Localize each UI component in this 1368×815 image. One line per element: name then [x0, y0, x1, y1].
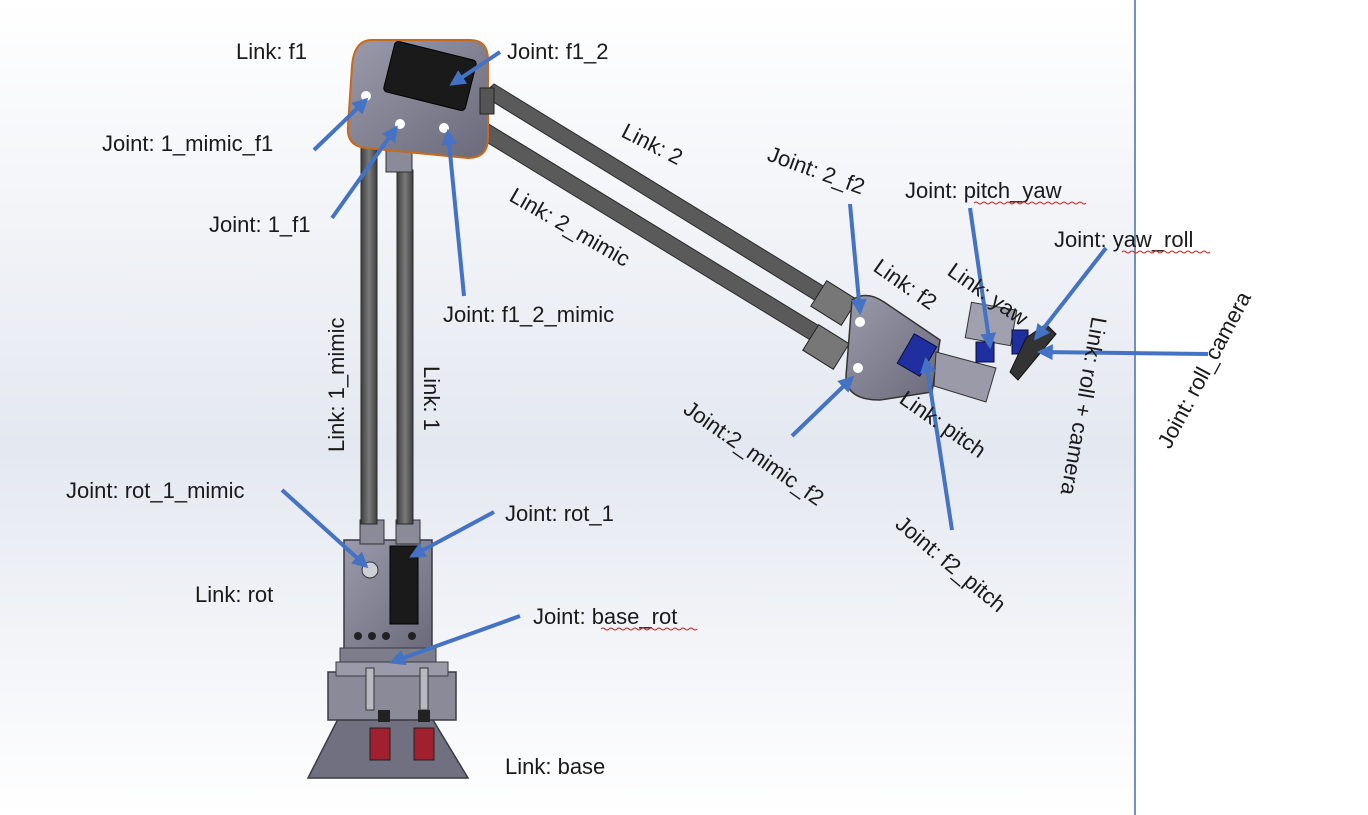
label-joint-rot-1-mimic: Joint: rot_1_mimic: [66, 478, 245, 503]
f2-part: [802, 280, 941, 401]
arrow-joint-2-mimic-f2: [790, 375, 855, 438]
label-link-1: Link: 1: [419, 366, 444, 431]
base-part: [306, 661, 470, 779]
label-joint-yaw-roll: Joint: yaw_roll: [1054, 227, 1193, 252]
link-1-mimic-rod: [360, 139, 378, 525]
robot-model: [306, 39, 1057, 779]
spellcheck-underline-pitch-yaw: [973, 201, 1087, 205]
arrow-joint-base-rot: [388, 614, 521, 666]
label-joint-f1-2-mimic: Joint: f1_2_mimic: [443, 302, 614, 327]
label-joint-pitch-yaw: Joint: pitch_yaw: [905, 178, 1062, 203]
viewport-background: [0, 0, 1135, 815]
label-joint-1-f1: Joint: 1_f1: [209, 212, 311, 237]
arrow-joint-2-f2: [848, 203, 867, 316]
arrow-joint-f1-2: [449, 50, 502, 86]
label-link-1-mimic: Link: 1_mimic: [324, 318, 349, 452]
arrow-joint-f2-pitch: [920, 356, 954, 531]
arrow-joint-1-mimic-f1: [312, 97, 369, 152]
label-link-base: Link: base: [505, 754, 605, 779]
label-joint-1-mimic-f1: Joint: 1_mimic_f1: [102, 131, 273, 156]
label-joint-base-rot: Joint: base_rot: [533, 604, 677, 629]
arrow-joint-1-f1: [330, 125, 398, 220]
label-joint-f1-2: Joint: f1_2: [507, 39, 609, 64]
arrow-joint-f1-2-mimic: [441, 128, 466, 297]
spellcheck-underline-yaw-roll: [1121, 250, 1211, 254]
arrows: [280, 50, 1209, 666]
arrow-joint-roll-camera: [1036, 344, 1209, 361]
arrow-joint-rot-1: [409, 510, 495, 558]
arrow-joint-rot-1-mimic: [280, 488, 369, 569]
label-link-f1: Link: f1: [236, 39, 307, 64]
arrow-joint-yaw-roll: [1034, 246, 1108, 341]
link-1-rod: [396, 169, 414, 525]
spellcheck-underline-base-rot: [600, 627, 698, 631]
label-link-rot: Link: rot: [195, 582, 273, 607]
label-joint-rot-1: Joint: rot_1: [505, 501, 614, 526]
rot-part: [339, 519, 437, 663]
arrow-joint-pitch-yaw: [968, 207, 997, 350]
label-joint-roll-camera: Joint: roll_camera: [1152, 287, 1256, 453]
